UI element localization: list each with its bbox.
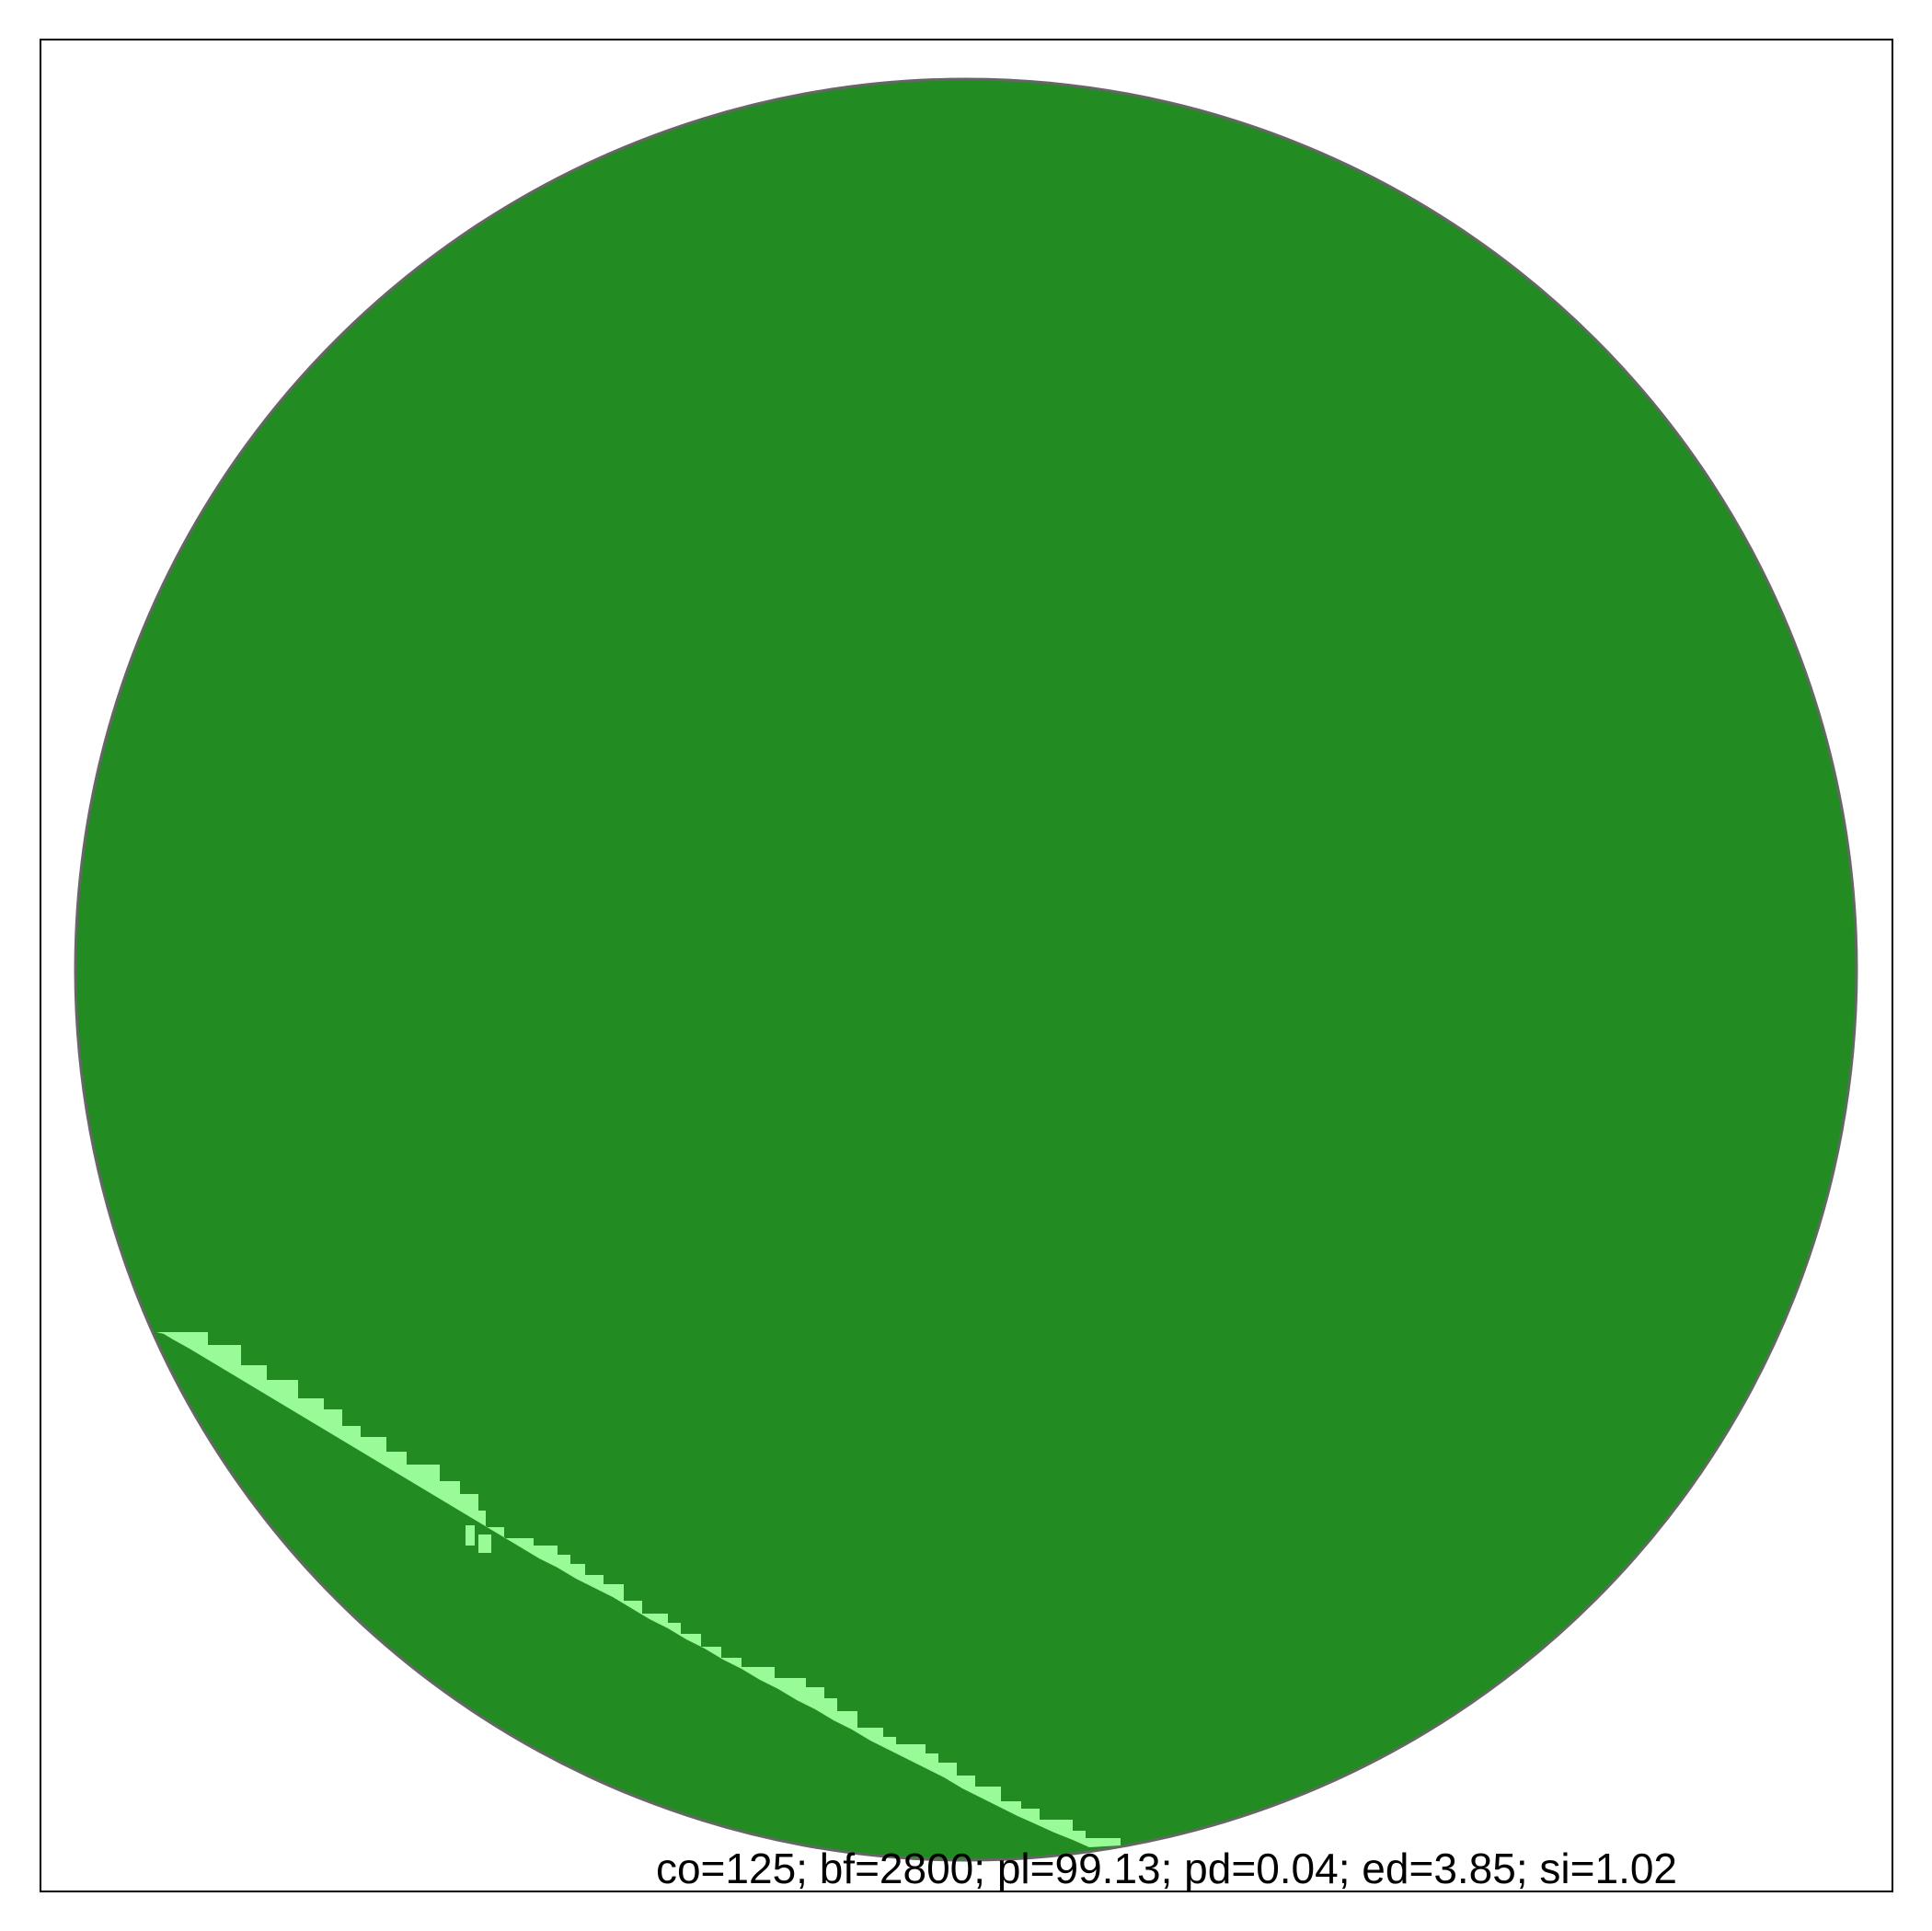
light-streak (156, 1332, 1121, 1847)
light-streak-segment (156, 1332, 1121, 1847)
light-streak-segment (466, 1525, 475, 1546)
light-streak-segment (478, 1534, 491, 1553)
parameter-caption: co=125; bf=2800; pl=99.13; pd=0.04; ed=3… (656, 1845, 1677, 1892)
plot-frame (40, 39, 1893, 1892)
green-disc (74, 77, 1858, 1862)
